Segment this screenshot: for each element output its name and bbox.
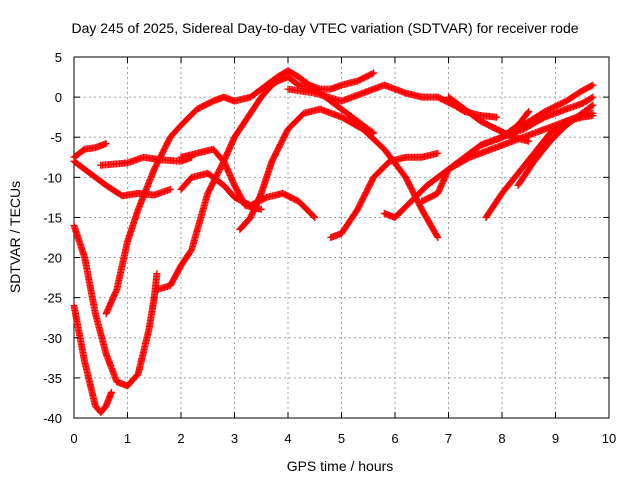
x-tick-label: 6 [391,431,398,446]
series-2 [70,157,174,200]
data-point [166,185,174,193]
data-point [589,112,597,120]
y-tick-label: -15 [43,210,62,225]
data-point [434,149,442,157]
data-point [588,82,596,90]
data-point [107,388,115,396]
series-11 [327,149,442,241]
x-axis-label: GPS time / hours [287,458,394,474]
axis-ticks: 0 1 2 3 4 5 6 7 8 9 10 5 0 -5 -10 -15 -20 -25 -30 -35 -40 [43,50,616,446]
y-tick-label: -25 [43,291,62,306]
data-point [434,234,442,241]
series-7 [153,73,378,294]
y-tick-label: -5 [50,130,62,145]
x-tick-label: 4 [284,431,291,446]
y-tick-label: 0 [55,90,62,105]
series-15 [445,93,533,145]
data-point [370,69,378,77]
data-point [433,232,441,240]
x-tick-label: 5 [338,431,345,446]
data-point [153,270,161,278]
x-tick-label: 9 [552,431,559,446]
x-tick-label: 0 [70,431,77,446]
x-tick-label: 10 [602,431,616,446]
data-point [368,70,376,78]
data-point [311,213,319,221]
series-5 [70,221,161,390]
y-tick-label: -20 [43,251,62,266]
y-tick-label: -10 [43,170,62,185]
data-point [589,101,597,109]
series-9 [177,145,265,213]
data-point [525,137,533,145]
series-12 [284,81,501,121]
series-10 [236,105,442,241]
data-point [588,102,596,110]
series-17 [514,101,597,189]
x-tick-label: 8 [498,431,505,446]
x-tick-label: 3 [231,431,238,446]
data-series [70,67,597,416]
series-1 [70,140,110,161]
x-tick-label: 7 [445,431,452,446]
x-tick-label: 2 [177,431,184,446]
data-point [102,140,110,148]
y-tick-label: 5 [55,50,62,65]
data-point [524,109,532,117]
data-point [493,113,501,121]
data-point [257,205,265,213]
y-tick-label: -40 [43,411,62,426]
series-19 [477,81,597,149]
series-4 [70,302,115,416]
y-tick-label: -30 [43,331,62,346]
y-axis-label: SDTVAR / TECUs [7,181,23,293]
chart-title: Day 245 of 2025, Sidereal Day-to-day VTE… [71,20,578,36]
y-tick-label: -35 [43,371,62,386]
data-point [589,93,597,101]
data-point [525,108,533,116]
x-tick-label: 1 [124,431,131,446]
data-point [588,94,596,102]
data-point [589,81,597,89]
data-point [310,212,318,220]
